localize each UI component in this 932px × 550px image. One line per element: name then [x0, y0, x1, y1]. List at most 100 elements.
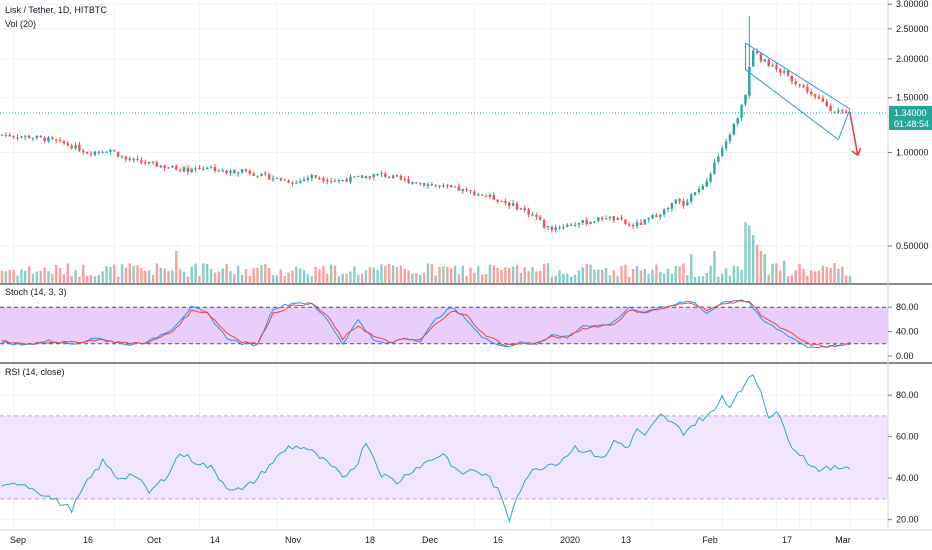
- volume-bar: [24, 270, 27, 283]
- stochastic-legend[interactable]: Stoch (14, 3, 3): [5, 287, 67, 297]
- volume-bar: [721, 273, 724, 283]
- candle: [546, 226, 550, 228]
- time-tick-label: 16: [83, 535, 93, 545]
- volume-bar: [600, 269, 604, 283]
- candle: [275, 177, 279, 179]
- volume-bar: [43, 267, 46, 283]
- candle: [252, 173, 255, 176]
- candle: [206, 167, 209, 169]
- candle: [109, 150, 112, 152]
- candle: [759, 53, 763, 62]
- volume-bar: [593, 269, 596, 283]
- candle: [345, 179, 348, 182]
- volume-bar: [39, 270, 42, 283]
- volume-bar: [751, 235, 755, 283]
- volume-bar: [798, 263, 801, 283]
- candle: [817, 96, 821, 99]
- price-tick-label: 1.00000: [896, 147, 929, 157]
- volume-bar: [511, 266, 515, 283]
- candle: [93, 151, 97, 155]
- candle: [240, 169, 244, 173]
- candle: [724, 141, 728, 149]
- candle: [790, 75, 794, 82]
- volume-bar: [453, 265, 457, 283]
- candle: [415, 182, 418, 184]
- volume-bar: [74, 270, 77, 283]
- volume-bar: [78, 276, 81, 283]
- candle: [628, 224, 631, 226]
- candle: [20, 136, 23, 138]
- time-tick-label: 16: [493, 535, 503, 545]
- candle: [589, 222, 592, 225]
- price-tick-label: 2.50000: [896, 24, 929, 34]
- volume-bar: [794, 270, 797, 283]
- volume-bar: [825, 266, 828, 283]
- candle: [500, 201, 503, 203]
- candle: [616, 218, 619, 220]
- volume-bar: [604, 268, 608, 283]
- volume-bar: [779, 270, 782, 283]
- volume-bar: [810, 270, 813, 283]
- volume-bar: [364, 270, 368, 283]
- volume-bar: [678, 266, 681, 283]
- candle: [554, 227, 557, 231]
- candle: [515, 203, 519, 210]
- volume-legend[interactable]: Vol (20): [5, 19, 37, 29]
- volume-bar: [790, 275, 794, 283]
- volume-bar: [368, 267, 372, 283]
- rsi-tick-label: 60.00: [896, 432, 919, 442]
- candle: [283, 179, 286, 181]
- volume-bar: [217, 271, 221, 283]
- price-candles: [0, 15, 852, 233]
- volume-bar: [670, 273, 674, 283]
- candle: [631, 224, 635, 227]
- volume-bar: [144, 270, 147, 283]
- volume-bar: [20, 269, 23, 283]
- candle: [446, 185, 449, 187]
- volume-bar: [27, 266, 31, 283]
- symbol-title[interactable]: Lisk / Tether, 1D, HITBTC: [5, 5, 107, 15]
- candle: [372, 174, 375, 178]
- volume-bar: [167, 271, 170, 283]
- candle: [794, 81, 797, 84]
- candle: [198, 167, 201, 169]
- volume-bar: [62, 274, 66, 283]
- volume-bar: [8, 270, 11, 283]
- candle: [213, 167, 217, 171]
- volume-bar: [523, 267, 526, 283]
- channel-overlay[interactable]: [744, 42, 862, 157]
- down-arrow-head: [851, 147, 862, 157]
- time-axis[interactable]: Sep 16 Oct 14 Nov 18 Dec 16 2020 13 Feb 17 Mar: [10, 535, 851, 545]
- rsi-legend[interactable]: RSI (14, close): [5, 367, 65, 377]
- candle: [825, 101, 828, 107]
- candle: [438, 185, 441, 187]
- candle: [535, 215, 538, 217]
- volume-bar: [360, 273, 364, 283]
- volume-bar: [655, 264, 658, 283]
- volume-bar: [666, 268, 670, 283]
- volume-bar: [639, 270, 643, 283]
- volume-bar: [573, 274, 577, 283]
- volume-bar: [647, 273, 650, 283]
- volume-bar: [585, 264, 588, 283]
- volume-bar: [837, 268, 840, 283]
- volume-bar: [333, 265, 337, 283]
- volume-bar: [612, 270, 615, 283]
- price-axis[interactable]: 3.00000 2.50000 2.00000 1.50000 1.00000 0.500…: [888, 0, 929, 525]
- volume-bar: [581, 267, 585, 283]
- volume-bar: [821, 265, 825, 283]
- volume-bar: [124, 267, 128, 283]
- candle: [31, 137, 35, 139]
- candle: [349, 176, 352, 182]
- candle: [8, 134, 11, 137]
- channel-edge: [837, 108, 851, 140]
- candle: [600, 217, 604, 220]
- candle: [461, 188, 464, 192]
- volume-bar: [175, 251, 178, 283]
- candle: [736, 118, 739, 124]
- volume-bar: [438, 266, 441, 283]
- pane-separators[interactable]: [0, 0, 932, 531]
- candle: [449, 185, 453, 188]
- volume-bar: [500, 269, 503, 283]
- candle: [620, 217, 623, 220]
